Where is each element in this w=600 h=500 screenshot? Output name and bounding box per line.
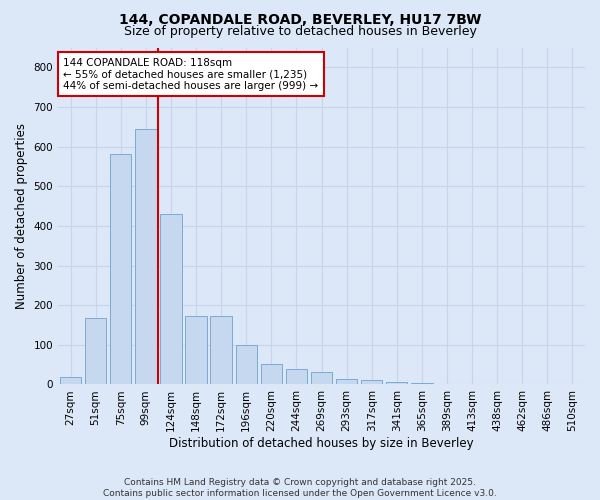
Text: 144 COPANDALE ROAD: 118sqm
← 55% of detached houses are smaller (1,235)
44% of s: 144 COPANDALE ROAD: 118sqm ← 55% of deta… bbox=[64, 58, 319, 91]
Bar bbox=[260, 364, 282, 384]
Bar bbox=[336, 379, 357, 384]
Bar bbox=[386, 382, 407, 384]
Bar bbox=[110, 154, 131, 384]
Bar bbox=[185, 316, 207, 384]
Bar bbox=[160, 214, 182, 384]
Bar bbox=[236, 345, 257, 385]
Bar bbox=[85, 318, 106, 384]
X-axis label: Distribution of detached houses by size in Beverley: Distribution of detached houses by size … bbox=[169, 437, 474, 450]
Text: 144, COPANDALE ROAD, BEVERLEY, HU17 7BW: 144, COPANDALE ROAD, BEVERLEY, HU17 7BW bbox=[119, 12, 481, 26]
Text: Size of property relative to detached houses in Beverley: Size of property relative to detached ho… bbox=[124, 25, 476, 38]
Bar bbox=[60, 376, 81, 384]
Bar bbox=[311, 372, 332, 384]
Bar bbox=[211, 316, 232, 384]
Bar bbox=[286, 370, 307, 384]
Text: Contains HM Land Registry data © Crown copyright and database right 2025.
Contai: Contains HM Land Registry data © Crown c… bbox=[103, 478, 497, 498]
Y-axis label: Number of detached properties: Number of detached properties bbox=[15, 123, 28, 309]
Bar bbox=[361, 380, 382, 384]
Bar bbox=[135, 129, 157, 384]
